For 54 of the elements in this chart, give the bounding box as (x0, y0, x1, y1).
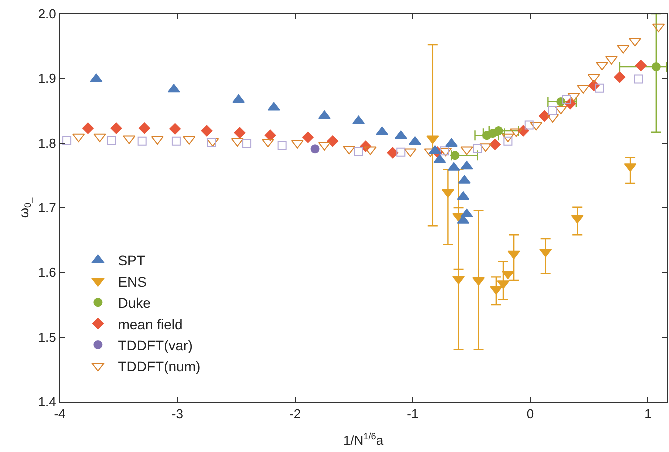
point (82, 122, 94, 134)
point (170, 123, 181, 135)
y-tick-label: 1.8 (38, 136, 56, 151)
point (242, 139, 252, 148)
point (490, 138, 501, 150)
y-tick-label: 1.9 (38, 71, 56, 86)
point (327, 136, 339, 148)
x-tick-label: 1 (644, 406, 652, 422)
point (504, 136, 513, 146)
y-tick-label: 1.7 (38, 200, 56, 216)
point (110, 122, 122, 134)
point (278, 141, 287, 150)
point (614, 72, 626, 84)
x-tick-label: -2 (289, 406, 302, 422)
point (396, 148, 406, 157)
legend-label: TDDFT(num) (118, 358, 201, 375)
point (562, 96, 572, 105)
point (595, 84, 604, 93)
legend-label: ENS (118, 274, 148, 290)
point (440, 146, 450, 156)
point (62, 136, 72, 146)
point (302, 132, 314, 144)
point (524, 120, 534, 130)
point (107, 136, 116, 146)
x-axis-title: 1/N$^{1/6}$a (343, 432, 384, 448)
point (635, 60, 647, 72)
point (354, 147, 364, 156)
y-tick-label: 1.4 (38, 394, 56, 410)
point (538, 110, 550, 122)
point (201, 125, 213, 137)
x-tick-label: 0 (526, 406, 534, 422)
legend-label: mean field (118, 316, 183, 332)
y-tick-label: 1.6 (38, 265, 56, 280)
point (548, 106, 558, 116)
point (387, 147, 399, 159)
legend-label: SPT (118, 252, 146, 269)
x-tick-label: -1 (407, 406, 419, 422)
legend-label: TDDFT(var) (118, 337, 193, 354)
y-tick-label: 1.5 (38, 330, 56, 345)
point (138, 136, 147, 146)
point (234, 127, 246, 139)
legend-label: Duke (118, 295, 152, 312)
point (310, 144, 320, 154)
point (634, 74, 644, 84)
point (652, 62, 661, 72)
x-tick-label: -4 (54, 406, 66, 422)
point (172, 136, 181, 146)
point (207, 138, 216, 148)
x-tick-label: -3 (172, 406, 184, 422)
point (139, 122, 150, 134)
point (264, 130, 276, 142)
point (473, 144, 482, 154)
y-tick-label: 2.0 (38, 6, 56, 22)
point (450, 151, 460, 160)
